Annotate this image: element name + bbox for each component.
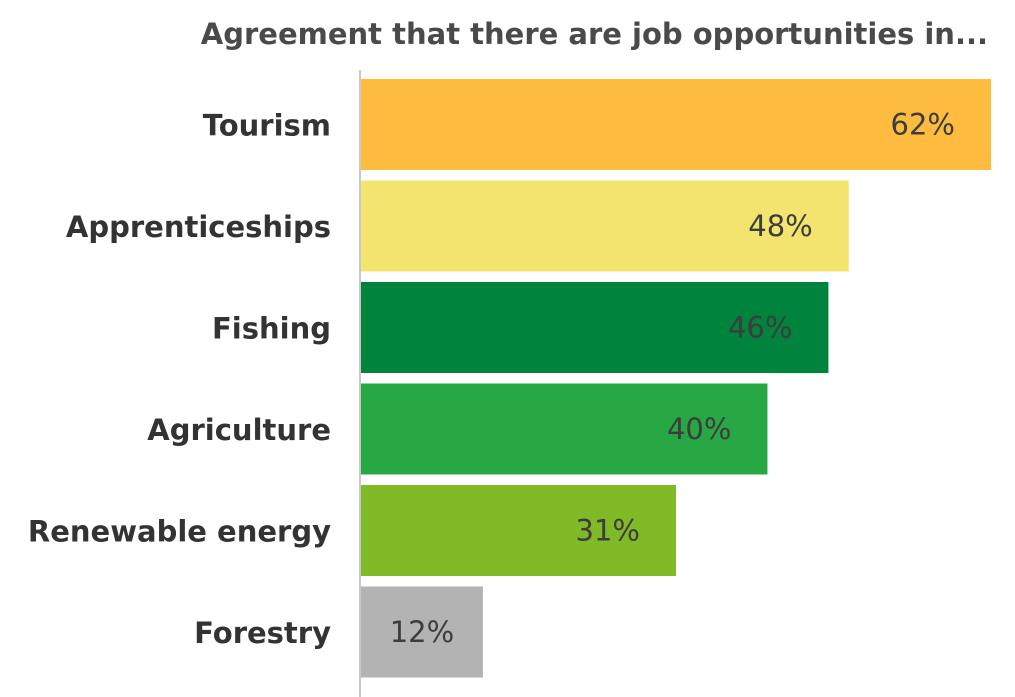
category-label: Fishing [212, 312, 331, 346]
bar-apprenticeships [361, 180, 849, 272]
category-label: Agriculture [147, 413, 331, 447]
bar-tourism [361, 79, 991, 170]
value-label: 48% [748, 209, 812, 243]
bar-renewable-energy [361, 485, 676, 576]
bar-agriculture [361, 383, 768, 475]
category-label: Renewable energy [28, 515, 331, 549]
chart-title: Agreement that there are job opportuniti… [201, 17, 988, 51]
value-label: 31% [576, 514, 640, 548]
bar-fishing [361, 282, 829, 373]
bars-group: Tourism 62% Apprenticeships 48% Fishing 46% Ag… [28, 79, 991, 678]
value-label: 62% [891, 108, 955, 142]
bar-forestry [361, 586, 483, 678]
value-label: 40% [667, 412, 731, 446]
value-label: 46% [728, 311, 792, 345]
value-label: 12% [390, 615, 454, 649]
category-label: Tourism [203, 109, 331, 143]
category-label: Forestry [194, 616, 331, 650]
category-label: Apprenticeships [66, 210, 331, 244]
